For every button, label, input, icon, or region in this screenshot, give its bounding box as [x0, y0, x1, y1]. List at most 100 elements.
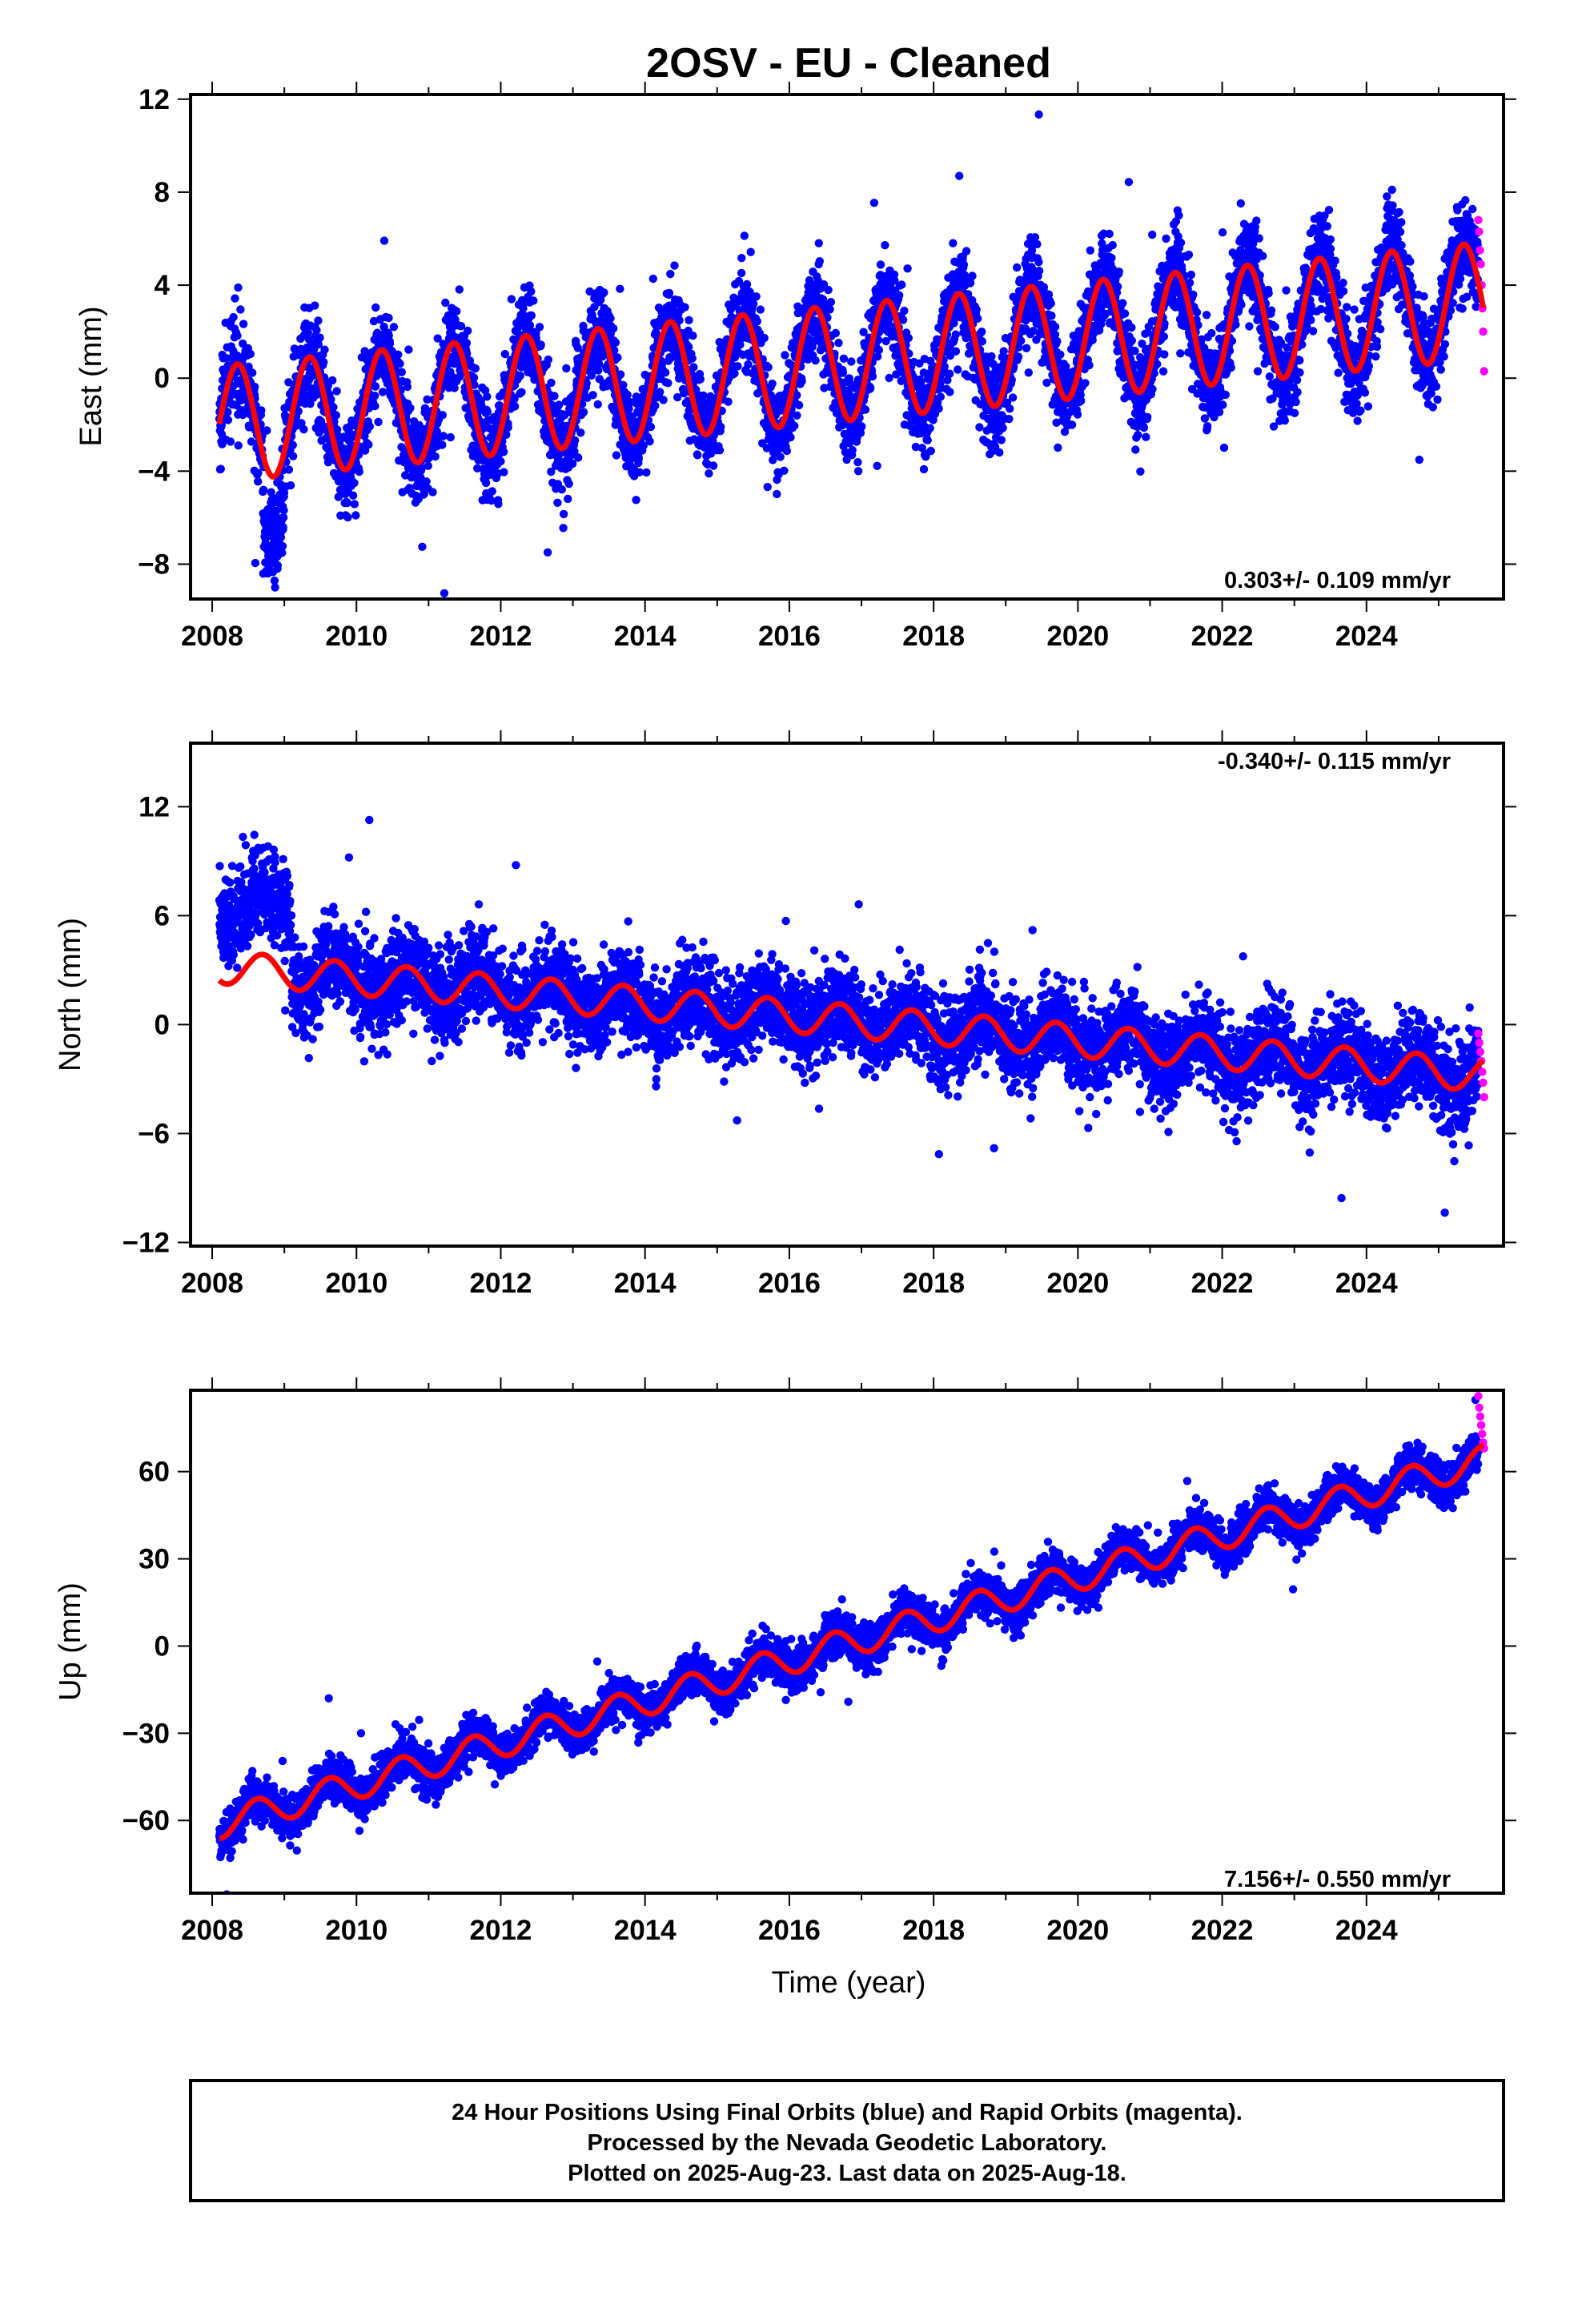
- data-point: [236, 305, 245, 314]
- data-point: [228, 382, 238, 391]
- data-point: [263, 426, 271, 435]
- data-point: [1174, 211, 1183, 220]
- data-point: [314, 316, 323, 325]
- data-point: [288, 452, 298, 460]
- data-point: [251, 558, 260, 568]
- data-point: [564, 494, 572, 504]
- data-point: [288, 440, 297, 449]
- data-point: [1005, 415, 1014, 424]
- data-point: [229, 312, 238, 322]
- data-point: [773, 489, 781, 499]
- data-point: [606, 314, 615, 323]
- data-point: [919, 464, 929, 474]
- data-point: [378, 388, 387, 396]
- data-point: [593, 400, 602, 409]
- data-point: [737, 254, 746, 263]
- data-point: [746, 247, 755, 256]
- data-point: [559, 524, 568, 533]
- data-point: [609, 324, 618, 333]
- data-point: [1113, 282, 1122, 292]
- data-point: [384, 313, 393, 323]
- data-point: [642, 468, 651, 477]
- data-point: [861, 405, 870, 414]
- data-point: [825, 305, 834, 314]
- data-point: [343, 513, 352, 522]
- data-point: [371, 382, 380, 391]
- data-point: [473, 464, 482, 472]
- data-point: [978, 337, 987, 346]
- data-point: [1136, 467, 1145, 476]
- data-point: [494, 500, 503, 509]
- data-point: [681, 303, 689, 312]
- data-point: [365, 422, 374, 431]
- data-point: [923, 436, 932, 444]
- data-point: [279, 506, 288, 515]
- data-point: [1081, 379, 1090, 388]
- data-point: [481, 478, 491, 488]
- data-point: [470, 380, 479, 389]
- data-point: [656, 388, 665, 396]
- data-point: [331, 411, 340, 420]
- data-point: [1085, 360, 1094, 370]
- data-point: [670, 261, 679, 270]
- data-point: [1186, 270, 1196, 279]
- data-point: [1067, 420, 1077, 429]
- data-point: [1108, 240, 1117, 250]
- data-point: [371, 401, 379, 411]
- data-point: [267, 488, 275, 497]
- east-panel: 2008 2010 2012 2014 2016 2018 2020 2022 2024−8−4…: [74, 82, 1516, 652]
- data-point: [499, 448, 508, 456]
- data-point: [705, 469, 713, 478]
- data-point: [329, 403, 338, 412]
- data-point: [500, 349, 509, 359]
- data-point: [332, 387, 341, 396]
- data-point: [1053, 336, 1062, 346]
- data-point: [576, 428, 585, 437]
- data-point: [433, 334, 442, 343]
- data-point: [273, 561, 282, 570]
- data-point: [951, 347, 961, 356]
- data-point: [999, 347, 1008, 356]
- data-point: [299, 425, 308, 434]
- data-point: [438, 411, 447, 420]
- data-point: [441, 298, 450, 308]
- data-point: [487, 496, 496, 505]
- data-point: [348, 491, 358, 500]
- data-point: [926, 446, 935, 456]
- data-point: [874, 345, 884, 355]
- data-point: [1114, 267, 1124, 276]
- data-point: [998, 424, 1007, 432]
- data-point: [903, 264, 912, 273]
- data-point: [1077, 396, 1086, 405]
- data-point: [1142, 432, 1150, 441]
- data-point: [1039, 283, 1049, 292]
- data-point: [648, 274, 657, 283]
- data-point: [371, 392, 379, 400]
- data-point: [510, 395, 519, 404]
- data-point: [972, 305, 981, 314]
- data-point: [616, 370, 625, 379]
- data-point: [1105, 229, 1114, 239]
- data-point: [502, 430, 511, 439]
- data-point: [1160, 350, 1169, 359]
- data-point: [797, 376, 806, 386]
- data-point: [416, 473, 425, 482]
- data-point: [826, 298, 836, 307]
- data-point: [303, 328, 312, 337]
- data-point: [543, 548, 552, 557]
- data-point: [439, 432, 448, 440]
- data-point: [616, 284, 624, 293]
- data-point: [764, 363, 773, 372]
- data-point: [573, 453, 583, 462]
- data-point: [1022, 344, 1031, 352]
- data-point: [507, 295, 516, 304]
- data-point: [838, 368, 848, 377]
- data-point: [562, 364, 571, 373]
- data-point: [355, 467, 363, 476]
- data-point: [279, 522, 287, 532]
- data-point: [955, 171, 964, 180]
- data-point: [866, 384, 875, 392]
- data-point: [1131, 445, 1140, 454]
- data-point: [1162, 234, 1170, 243]
- data-point: [294, 407, 303, 416]
